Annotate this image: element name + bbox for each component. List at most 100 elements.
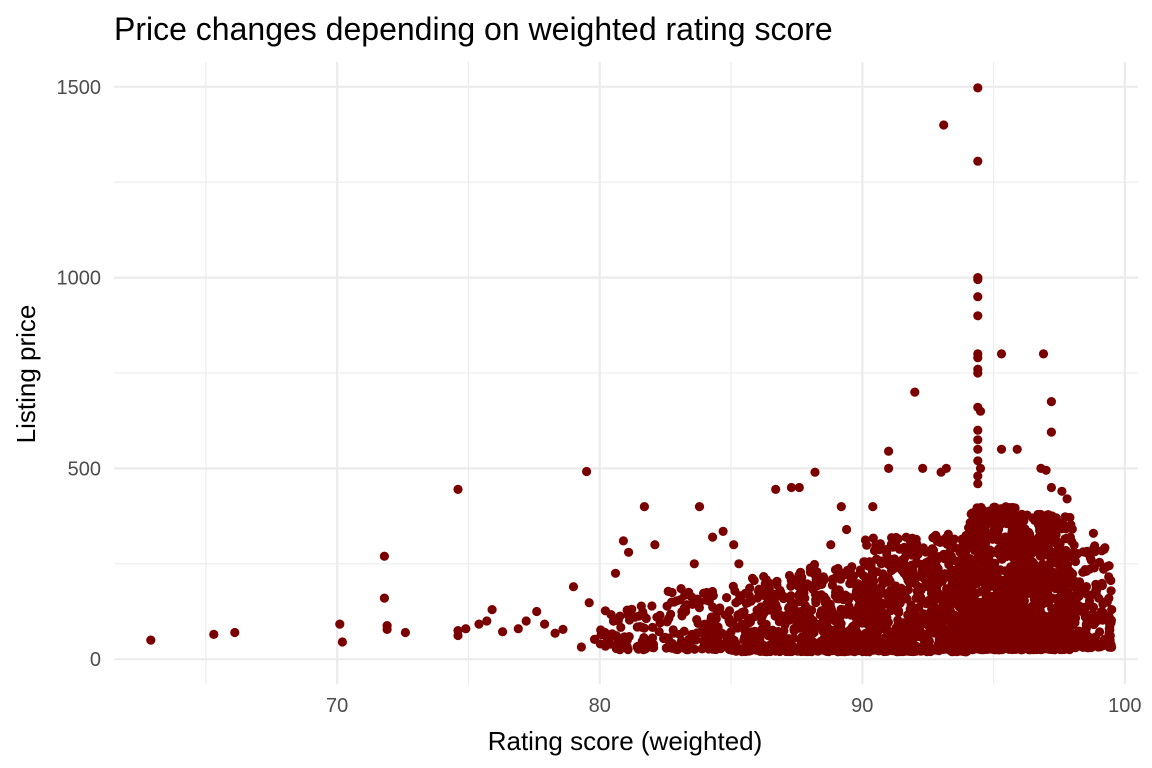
data-point (996, 444, 1007, 454)
data-point (1046, 397, 1056, 407)
data-point (704, 644, 714, 654)
data-point (622, 635, 632, 645)
data-point (949, 534, 960, 544)
data-point (971, 545, 981, 555)
data-point (973, 311, 983, 321)
data-point (576, 642, 587, 652)
data-point (749, 630, 760, 640)
data-point (993, 530, 1003, 540)
data-point (1022, 612, 1033, 622)
data-point (743, 598, 753, 608)
data-point (482, 616, 492, 626)
data-point (532, 606, 542, 617)
data-point (1069, 540, 1079, 550)
data-point (676, 584, 686, 594)
data-point (931, 594, 941, 605)
data-point (1046, 555, 1056, 565)
data-point (826, 540, 836, 550)
data-point (694, 502, 705, 512)
data-point (498, 627, 508, 637)
data-point (862, 540, 872, 550)
data-point (869, 546, 880, 556)
data-point (847, 562, 857, 572)
data-point (929, 577, 939, 587)
data-point (1081, 642, 1091, 652)
data-point (146, 635, 156, 645)
data-point (969, 642, 979, 652)
data-point (997, 645, 1007, 655)
data-point (888, 542, 898, 552)
data-point (917, 631, 927, 641)
data-point (973, 353, 983, 363)
data-point (973, 456, 983, 466)
data-point (1088, 609, 1098, 619)
data-point (679, 626, 689, 636)
data-point (754, 584, 764, 594)
data-point (1012, 444, 1022, 454)
data-point (627, 604, 637, 614)
data-point (846, 576, 856, 586)
data-point (513, 624, 523, 634)
data-point (996, 349, 1007, 359)
data-point (1041, 465, 1051, 475)
data-point (1002, 579, 1012, 589)
data-point (1004, 605, 1014, 615)
data-point (687, 629, 697, 639)
data-point (1082, 589, 1092, 599)
data-point (1034, 611, 1044, 621)
data-point (461, 624, 471, 634)
data-point (910, 546, 920, 556)
data-point (833, 565, 843, 575)
data-point (939, 549, 949, 560)
data-point (950, 543, 960, 553)
data-point (624, 547, 634, 557)
data-point (729, 635, 739, 646)
data-point (713, 622, 723, 632)
data-point (675, 595, 685, 605)
data-point (973, 444, 983, 454)
data-point (1016, 557, 1026, 567)
data-point (952, 647, 962, 657)
data-point (893, 631, 903, 641)
data-point (909, 578, 919, 588)
y-axis-title: Listing price (11, 305, 41, 444)
data-point (897, 565, 907, 575)
data-point (878, 588, 888, 598)
data-point (770, 611, 780, 621)
data-point (1069, 576, 1079, 586)
data-point (978, 529, 988, 539)
data-point (1017, 645, 1027, 655)
data-point (901, 532, 911, 542)
data-point (868, 571, 878, 581)
chart-title: Price changes depending on weighted rati… (114, 11, 833, 47)
data-point (930, 602, 940, 612)
data-point (733, 596, 744, 606)
data-point (1095, 627, 1105, 637)
data-point (487, 605, 497, 615)
data-point (1017, 634, 1027, 644)
data-point (699, 623, 709, 633)
data-point (757, 617, 767, 627)
data-point (781, 643, 791, 653)
data-point (611, 631, 622, 641)
data-point (655, 610, 665, 621)
data-point (799, 583, 810, 593)
data-point (677, 607, 687, 617)
data-point (972, 555, 982, 565)
data-point (1079, 608, 1089, 618)
data-point (934, 646, 944, 656)
data-point (786, 581, 796, 591)
data-point (1015, 522, 1025, 532)
data-point (1095, 642, 1106, 652)
data-point (998, 594, 1008, 605)
data-point (1041, 563, 1051, 573)
data-point (1090, 541, 1100, 551)
data-point (916, 592, 926, 602)
data-point (924, 595, 934, 606)
data-point (973, 425, 983, 435)
data-point (973, 292, 983, 302)
data-point (1074, 626, 1085, 637)
data-point (337, 637, 347, 647)
data-point (861, 609, 871, 619)
